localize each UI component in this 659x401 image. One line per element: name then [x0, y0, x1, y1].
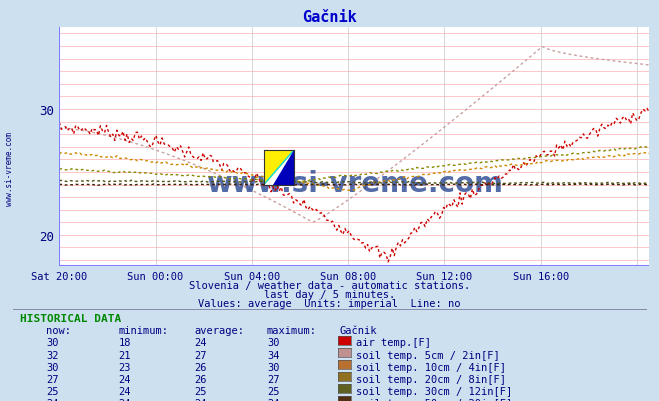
- Text: last day / 5 minutes.: last day / 5 minutes.: [264, 290, 395, 300]
- Text: soil temp. 50cm / 20in[F]: soil temp. 50cm / 20in[F]: [356, 398, 512, 401]
- Text: 34: 34: [267, 350, 279, 360]
- Text: 23: 23: [119, 362, 131, 372]
- Text: maximum:: maximum:: [267, 326, 317, 336]
- Text: 32: 32: [46, 350, 59, 360]
- Text: www.si-vreme.com: www.si-vreme.com: [206, 169, 503, 197]
- Text: 24: 24: [119, 374, 131, 384]
- Text: soil temp. 20cm / 8in[F]: soil temp. 20cm / 8in[F]: [356, 374, 506, 384]
- Text: 21: 21: [119, 350, 131, 360]
- Text: 24: 24: [194, 398, 207, 401]
- Text: 27: 27: [46, 374, 59, 384]
- Text: 30: 30: [46, 362, 59, 372]
- Text: minimum:: minimum:: [119, 326, 169, 336]
- Text: 24: 24: [119, 398, 131, 401]
- Text: 24: 24: [194, 338, 207, 348]
- Text: 24: 24: [119, 386, 131, 396]
- Text: 30: 30: [46, 338, 59, 348]
- Text: 24: 24: [267, 398, 279, 401]
- Text: www.si-vreme.com: www.si-vreme.com: [5, 132, 14, 205]
- Text: 27: 27: [194, 350, 207, 360]
- Text: soil temp. 10cm / 4in[F]: soil temp. 10cm / 4in[F]: [356, 362, 506, 372]
- Text: Values: average  Units: imperial  Line: no: Values: average Units: imperial Line: no: [198, 298, 461, 308]
- Polygon shape: [264, 151, 294, 185]
- Text: 26: 26: [194, 362, 207, 372]
- Text: HISTORICAL DATA: HISTORICAL DATA: [20, 314, 121, 324]
- Text: average:: average:: [194, 326, 244, 336]
- Polygon shape: [273, 151, 294, 185]
- Polygon shape: [264, 151, 294, 185]
- Text: soil temp. 30cm / 12in[F]: soil temp. 30cm / 12in[F]: [356, 386, 512, 396]
- Text: Slovenia / weather data - automatic stations.: Slovenia / weather data - automatic stat…: [189, 281, 470, 291]
- Text: now:: now:: [46, 326, 71, 336]
- Text: air temp.[F]: air temp.[F]: [356, 338, 431, 348]
- Text: 25: 25: [46, 386, 59, 396]
- Text: 26: 26: [194, 374, 207, 384]
- Text: 30: 30: [267, 362, 279, 372]
- Text: 25: 25: [194, 386, 207, 396]
- Text: 18: 18: [119, 338, 131, 348]
- Text: 27: 27: [267, 374, 279, 384]
- Text: 30: 30: [267, 338, 279, 348]
- Text: soil temp. 5cm / 2in[F]: soil temp. 5cm / 2in[F]: [356, 350, 500, 360]
- Text: 24: 24: [46, 398, 59, 401]
- Text: 25: 25: [267, 386, 279, 396]
- Text: Gačnik: Gačnik: [302, 10, 357, 25]
- Text: Gačnik: Gačnik: [339, 326, 377, 336]
